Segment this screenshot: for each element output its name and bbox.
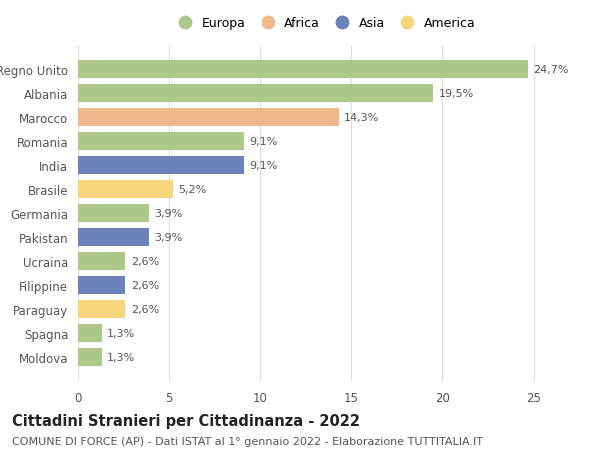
Bar: [78, 133, 244, 151]
Bar: [78, 300, 125, 318]
Text: 9,1%: 9,1%: [249, 137, 278, 147]
Text: 1,3%: 1,3%: [107, 328, 135, 338]
Text: 3,9%: 3,9%: [155, 208, 183, 218]
Bar: [78, 276, 125, 294]
Bar: [78, 61, 528, 79]
Text: 3,9%: 3,9%: [155, 232, 183, 242]
Text: 2,6%: 2,6%: [131, 304, 159, 314]
Bar: [78, 348, 101, 366]
Bar: [78, 180, 173, 198]
Legend: Europa, Africa, Asia, America: Europa, Africa, Asia, America: [167, 12, 481, 35]
Text: 9,1%: 9,1%: [249, 161, 278, 171]
Text: 1,3%: 1,3%: [107, 352, 135, 362]
Text: 2,6%: 2,6%: [131, 280, 159, 290]
Bar: [78, 109, 338, 127]
Bar: [78, 324, 101, 342]
Bar: [78, 229, 149, 246]
Bar: [78, 157, 244, 174]
Bar: [78, 204, 149, 223]
Text: 19,5%: 19,5%: [439, 89, 474, 99]
Text: 2,6%: 2,6%: [131, 256, 159, 266]
Bar: [78, 252, 125, 270]
Text: COMUNE DI FORCE (AP) - Dati ISTAT al 1° gennaio 2022 - Elaborazione TUTTITALIA.I: COMUNE DI FORCE (AP) - Dati ISTAT al 1° …: [12, 436, 483, 446]
Text: Cittadini Stranieri per Cittadinanza - 2022: Cittadini Stranieri per Cittadinanza - 2…: [12, 413, 360, 428]
Text: 5,2%: 5,2%: [178, 185, 206, 195]
Bar: [78, 85, 433, 103]
Text: 24,7%: 24,7%: [533, 65, 569, 75]
Text: 14,3%: 14,3%: [344, 113, 379, 123]
